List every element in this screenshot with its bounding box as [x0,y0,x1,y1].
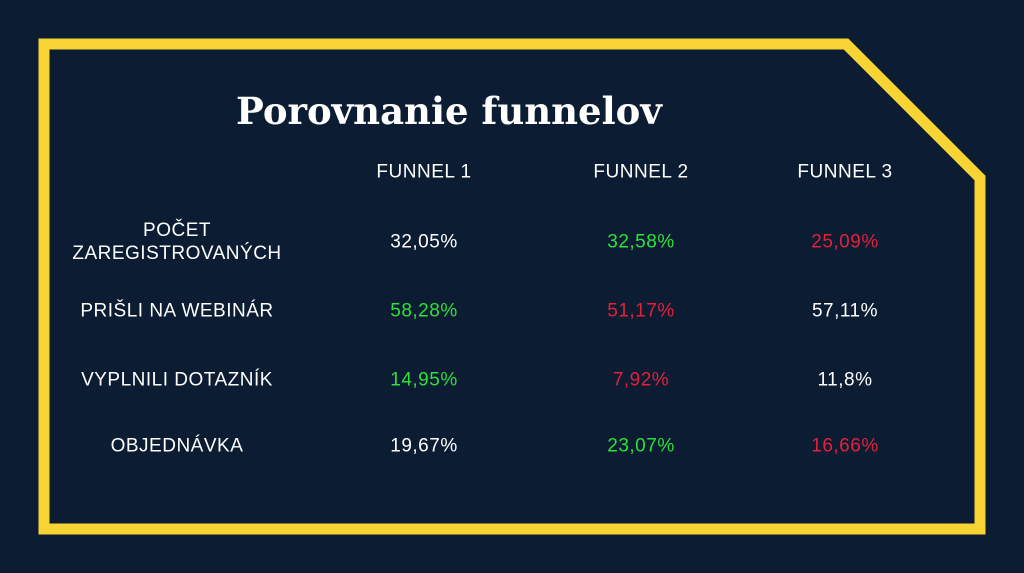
value-cell: 7,92% [612,369,670,391]
value-cell: 51,17% [607,300,675,322]
row-label: POČET ZAREGISTROVANÝCH [72,220,282,264]
value-cell: 14,95% [390,369,458,391]
row-label: VYPLNILI DOTAZNÍK [81,369,273,391]
value-cell: 58,28% [390,300,458,322]
value-cell: 16,66% [811,435,879,457]
column-header-funnel-2: FUNNEL 2 [593,161,689,183]
value-cell: 19,67% [390,435,458,457]
column-header-funnel-1: FUNNEL 1 [376,161,472,183]
value-cell: 32,05% [390,231,458,253]
page-title: Porovnanie funnelov [236,89,662,133]
value-cell: 32,58% [607,231,675,253]
column-header-funnel-3: FUNNEL 3 [797,161,893,183]
value-cell: 57,11% [811,300,879,322]
value-cell: 25,09% [811,231,879,253]
row-label: PRIŠLI NA WEBINÁR [80,300,274,322]
value-cell: 11,8% [817,369,873,391]
row-label: OBJEDNÁVKA [110,435,244,457]
value-cell: 23,07% [607,435,675,457]
